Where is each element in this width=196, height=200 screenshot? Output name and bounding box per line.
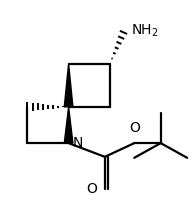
Text: O: O <box>86 182 97 196</box>
Polygon shape <box>64 64 73 107</box>
Text: N: N <box>73 136 83 150</box>
Text: NH$_2$: NH$_2$ <box>131 22 159 39</box>
Polygon shape <box>64 107 73 143</box>
Text: O: O <box>129 121 140 135</box>
